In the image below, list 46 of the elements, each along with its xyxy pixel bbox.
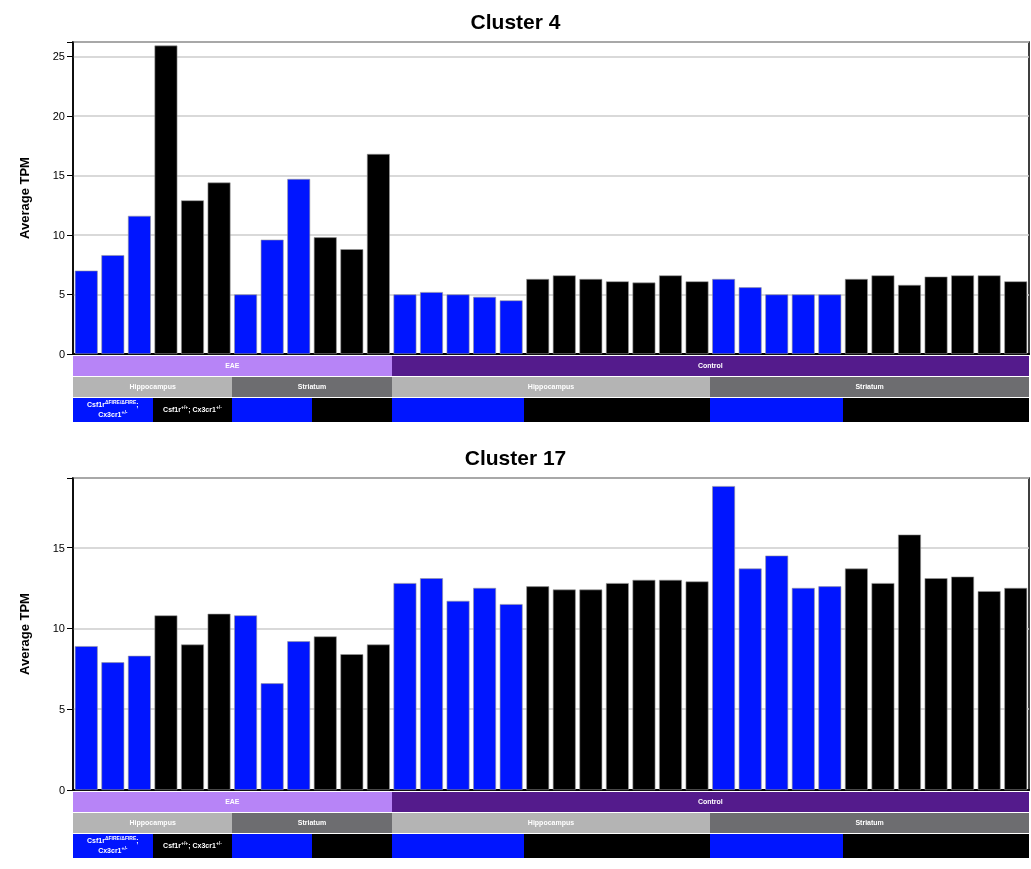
y-axis-title: Average TPM — [17, 593, 32, 675]
y-tick-label: 25 — [52, 50, 65, 63]
bar — [818, 586, 842, 790]
chart-title: Cluster 17 — [464, 446, 567, 469]
y-tick-label: 0 — [58, 348, 65, 360]
bar — [818, 294, 842, 354]
bar — [499, 300, 523, 354]
y-tick-label: 20 — [52, 109, 65, 122]
bar — [712, 278, 736, 354]
y-tick-label: 5 — [58, 703, 65, 716]
bar — [420, 292, 443, 354]
bar — [738, 568, 762, 790]
y-tick-label: 5 — [58, 288, 65, 301]
bar — [260, 683, 284, 790]
bar — [738, 287, 762, 354]
bar — [393, 583, 417, 790]
y-axis-title: Average TPM — [17, 157, 32, 239]
bar — [765, 294, 789, 354]
bar — [791, 294, 815, 354]
y-tick-label: 15 — [52, 541, 65, 554]
bar — [234, 615, 258, 790]
bar — [446, 600, 470, 790]
chart-title: Cluster 4 — [470, 10, 561, 33]
y-tick-label: 10 — [52, 622, 65, 635]
y-tick-label: 0 — [58, 784, 65, 796]
bar — [234, 294, 258, 354]
bar — [420, 578, 443, 790]
y-tick-label: 10 — [52, 228, 65, 241]
bar — [74, 646, 98, 790]
bar — [127, 655, 151, 790]
bar — [765, 555, 789, 790]
bar — [473, 296, 497, 354]
bar — [287, 641, 311, 790]
bar — [260, 239, 284, 354]
bar — [101, 662, 125, 790]
bar — [287, 178, 311, 354]
bar — [101, 255, 125, 354]
bar — [791, 587, 815, 790]
bar — [446, 294, 470, 354]
bar — [127, 215, 151, 354]
bar — [499, 604, 523, 790]
bar — [473, 587, 497, 790]
bar — [74, 270, 98, 354]
y-tick-label: 15 — [52, 169, 65, 182]
bar — [712, 486, 736, 790]
bar — [393, 294, 417, 354]
